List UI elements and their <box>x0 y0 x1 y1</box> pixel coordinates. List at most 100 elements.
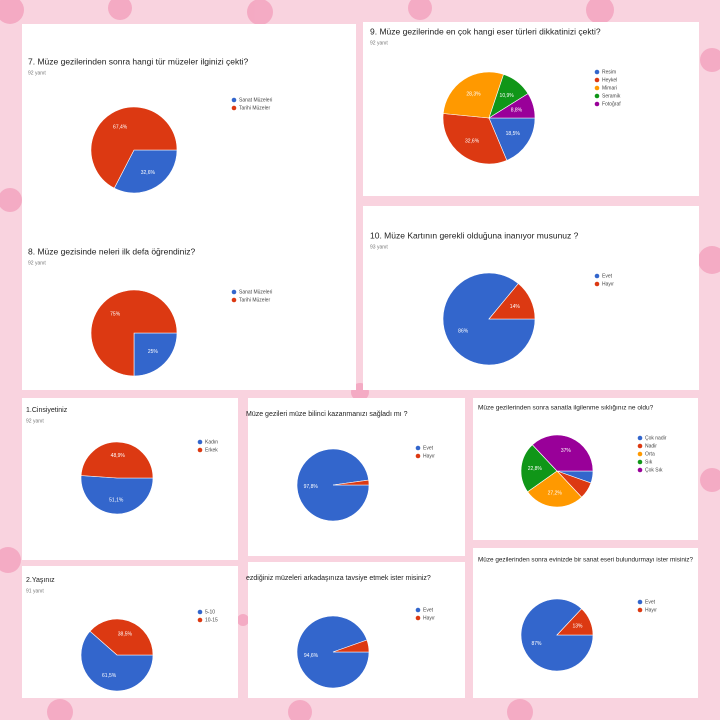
pie-slice <box>527 470 583 508</box>
legend-label: Resim <box>602 69 616 75</box>
pie-slice <box>113 149 178 194</box>
legend-swatch <box>197 609 203 615</box>
data-label: 8,8% <box>511 107 523 113</box>
legend-label: Sık <box>645 459 653 465</box>
legend-label: Nadir <box>645 443 657 449</box>
pie-slice <box>520 444 558 493</box>
legend-label: Mimari <box>602 85 617 91</box>
legend-swatch <box>637 459 643 465</box>
legend-label: Hayır <box>645 607 657 613</box>
chart-title: Müze gezilerinden sonra sanatla ilgilenm… <box>478 405 654 412</box>
legend-swatch <box>197 617 203 623</box>
legend-swatch <box>415 607 421 613</box>
pie-slice <box>90 106 178 189</box>
legend-label: Evet <box>423 607 434 613</box>
legend-label: Sanat Müzeleri <box>239 97 272 103</box>
pie-slice <box>90 289 178 377</box>
legend-swatch <box>231 297 237 303</box>
legend-swatch <box>594 101 600 107</box>
pie-slice <box>442 71 504 119</box>
subtitle: 92 yanıt <box>28 260 46 266</box>
data-label: 27,2% <box>548 491 563 497</box>
data-label: 51,1% <box>109 498 124 504</box>
legend-swatch <box>415 615 421 621</box>
legend-swatch <box>231 97 237 103</box>
data-label: 87% <box>532 641 543 647</box>
data-label: 18,5% <box>506 131 521 137</box>
legend-swatch <box>637 451 643 457</box>
chart-title: 2.Yaşınız <box>26 577 55 584</box>
data-label: 32,6% <box>465 138 480 144</box>
chart-title: ezdiğiniz müzeleri arkadaşınıza tavsiye … <box>246 575 431 582</box>
legend-swatch <box>637 435 643 441</box>
data-label: 25% <box>148 349 159 355</box>
pie-slice <box>89 618 154 656</box>
pie-slice <box>80 441 154 479</box>
legend-label: Heykel <box>602 77 617 83</box>
data-label: 22,8% <box>528 466 543 472</box>
legend-swatch <box>594 69 600 75</box>
legend-swatch <box>594 93 600 99</box>
data-label: 86% <box>458 328 469 334</box>
legend-swatch <box>594 85 600 91</box>
legend-swatch <box>594 77 600 83</box>
chart-title: 9. Müze gezilerinde en çok hangi eser tü… <box>370 26 601 36</box>
data-label: 94,6% <box>304 653 319 659</box>
legend-swatch <box>231 105 237 111</box>
chart-title: 1.Cinsiyetiniz <box>26 407 68 414</box>
data-label: 14% <box>510 304 521 310</box>
chart-title: Müze gezileri müze bilinci kazanmanızı s… <box>246 411 408 418</box>
subtitle: 92 yanıt <box>370 40 388 46</box>
panel <box>22 24 356 390</box>
legend-swatch <box>415 453 421 459</box>
chart-title: 10. Müze Kartının gerekli olduğuna inanı… <box>370 230 579 240</box>
legend-swatch <box>415 445 421 451</box>
legend-swatch <box>231 289 237 295</box>
data-label: 61,5% <box>102 673 117 679</box>
subtitle: 91 yanıt <box>26 588 44 594</box>
legend-swatch <box>637 599 643 605</box>
legend-label: Kadın <box>205 439 218 445</box>
legend-label: 10-15 <box>205 617 218 623</box>
pie-slice <box>80 630 154 692</box>
watermark: PhotoGrid <box>581 672 670 692</box>
pie-slice <box>488 117 536 161</box>
data-label: 13% <box>572 623 583 629</box>
data-label: 67,4% <box>113 125 128 131</box>
data-label: 75% <box>110 311 121 317</box>
legend-swatch <box>637 607 643 613</box>
legend-label: Seramik <box>602 93 621 99</box>
data-label: 10,9% <box>500 93 515 99</box>
data-label: 37% <box>561 448 572 454</box>
legend-label: Çok Sık <box>645 467 663 473</box>
legend-swatch <box>197 439 203 445</box>
legend-swatch <box>594 273 600 279</box>
legend-label: Tarihi Müzeler <box>239 105 270 111</box>
panel <box>363 206 699 390</box>
chart-title: 7. Müze gezilerinden sonra hangi tür müz… <box>28 56 248 66</box>
legend-label: Hayır <box>602 281 614 287</box>
legend-label: Hayır <box>423 453 435 459</box>
subtitle: 93 yanıt <box>370 244 388 250</box>
data-label: 38,5% <box>118 631 133 637</box>
pie-slice <box>488 283 536 320</box>
legend-label: Fotoğraf <box>602 101 621 107</box>
legend-swatch <box>197 447 203 453</box>
subtitle: 92 yanıt <box>28 70 46 76</box>
data-label: 32,6% <box>141 170 156 176</box>
chart-title: 8. Müze gezisinde neleri ilk defa öğrend… <box>28 246 196 256</box>
legend-label: Hayır <box>423 615 435 621</box>
legend-swatch <box>637 467 643 473</box>
pie-slice <box>531 434 594 472</box>
legend-label: Evet <box>423 445 434 451</box>
legend-label: Erkek <box>205 447 218 453</box>
legend-label: Orta <box>645 451 655 457</box>
data-label: 97,8% <box>304 484 319 490</box>
data-label: 28,3% <box>466 91 481 97</box>
legend-label: Tarihi Müzeler <box>239 297 270 303</box>
legend-label: Çok nadir <box>645 435 667 441</box>
pie-slice <box>133 332 178 377</box>
pie-slice <box>332 479 370 486</box>
